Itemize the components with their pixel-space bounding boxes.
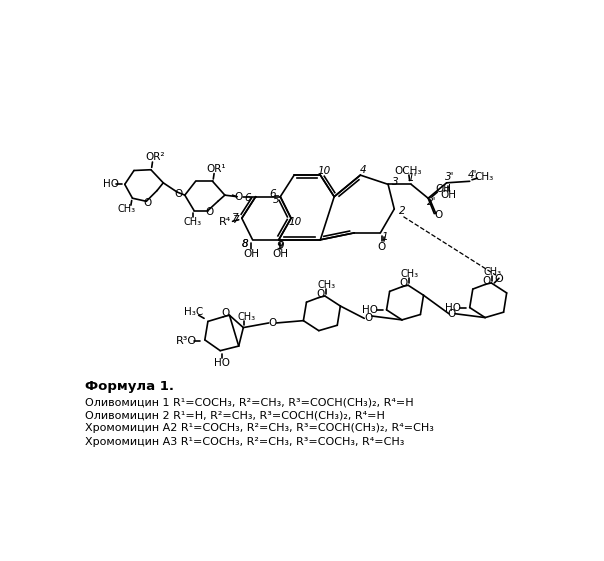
Text: Оливомицин 2 R¹=H, R²=CH₃, R³=COCH(CH₃)₂, R⁴=H: Оливомицин 2 R¹=H, R²=CH₃, R³=COCH(CH₃)₂… [85, 410, 385, 420]
Text: 4': 4' [468, 170, 478, 180]
Text: CH₃: CH₃ [237, 312, 255, 322]
Text: R⁴: R⁴ [219, 217, 231, 227]
Text: 3: 3 [392, 177, 398, 187]
Text: 10: 10 [318, 165, 331, 176]
Text: H₃C: H₃C [184, 307, 204, 317]
Text: 6: 6 [269, 188, 276, 199]
Text: 2': 2' [427, 197, 437, 207]
Text: CH₃: CH₃ [318, 280, 336, 290]
Text: CH₃: CH₃ [474, 172, 493, 182]
Text: OR²: OR² [146, 153, 165, 163]
Text: 7: 7 [231, 213, 237, 223]
Text: Формула 1.: Формула 1. [85, 380, 174, 393]
Text: O: O [268, 318, 277, 328]
Text: O: O [435, 210, 443, 220]
Text: Оливомицин 1 R¹=COCH₃, R²=CH₃, R³=COCH(CH₃)₂, R⁴=H: Оливомицин 1 R¹=COCH₃, R²=CH₃, R³=COCH(C… [85, 397, 413, 407]
Text: O: O [448, 309, 456, 319]
Text: O: O [364, 312, 372, 323]
Text: O: O [175, 188, 183, 199]
Text: 6: 6 [245, 193, 251, 203]
Text: 10: 10 [288, 217, 301, 227]
Text: 3': 3' [445, 172, 454, 182]
Text: R³O: R³O [176, 337, 197, 347]
Text: O: O [205, 207, 214, 217]
Text: Хромомицин А2 R¹=COCH₃, R²=CH₃, R³=COCH(CH₃)₂, R⁴=CH₃: Хромомицин А2 R¹=COCH₃, R²=CH₃, R³=COCH(… [85, 424, 434, 434]
Text: O: O [144, 198, 152, 208]
Text: 9: 9 [278, 241, 284, 251]
Text: 4: 4 [360, 165, 367, 174]
Text: O: O [222, 308, 230, 318]
Text: O: O [399, 278, 408, 288]
Text: Хромомицин А3 R¹=COCH₃, R²=CH₃, R³=COCH₃, R⁴=CH₃: Хромомицин А3 R¹=COCH₃, R²=CH₃, R³=COCH₃… [85, 436, 404, 447]
Text: CH₃: CH₃ [184, 217, 202, 227]
Text: HO: HO [362, 305, 378, 315]
Text: CH₃: CH₃ [484, 267, 502, 277]
Text: 7: 7 [231, 215, 238, 225]
Text: 8: 8 [242, 238, 248, 249]
Text: 5: 5 [272, 195, 279, 205]
Text: HO: HO [103, 180, 119, 190]
Text: HO: HO [214, 358, 230, 368]
Text: O: O [495, 274, 503, 284]
Text: 2: 2 [399, 205, 405, 215]
Text: O: O [316, 289, 324, 298]
Text: CH₃: CH₃ [400, 269, 419, 279]
Text: OH: OH [243, 249, 259, 259]
Text: OH: OH [272, 249, 288, 259]
Text: O: O [234, 192, 243, 202]
Text: 1': 1' [408, 173, 417, 183]
Text: CH₃: CH₃ [117, 204, 135, 214]
Text: OH: OH [440, 190, 456, 200]
Text: HO: HO [445, 302, 461, 312]
Text: OH: OH [435, 184, 452, 194]
Text: O: O [378, 242, 386, 252]
Text: 8: 8 [242, 238, 248, 249]
Text: OCH₃: OCH₃ [394, 165, 422, 176]
Text: OR¹: OR¹ [207, 164, 226, 174]
Text: 9: 9 [277, 241, 284, 251]
Text: O: O [483, 275, 491, 286]
Text: 1: 1 [382, 232, 388, 242]
